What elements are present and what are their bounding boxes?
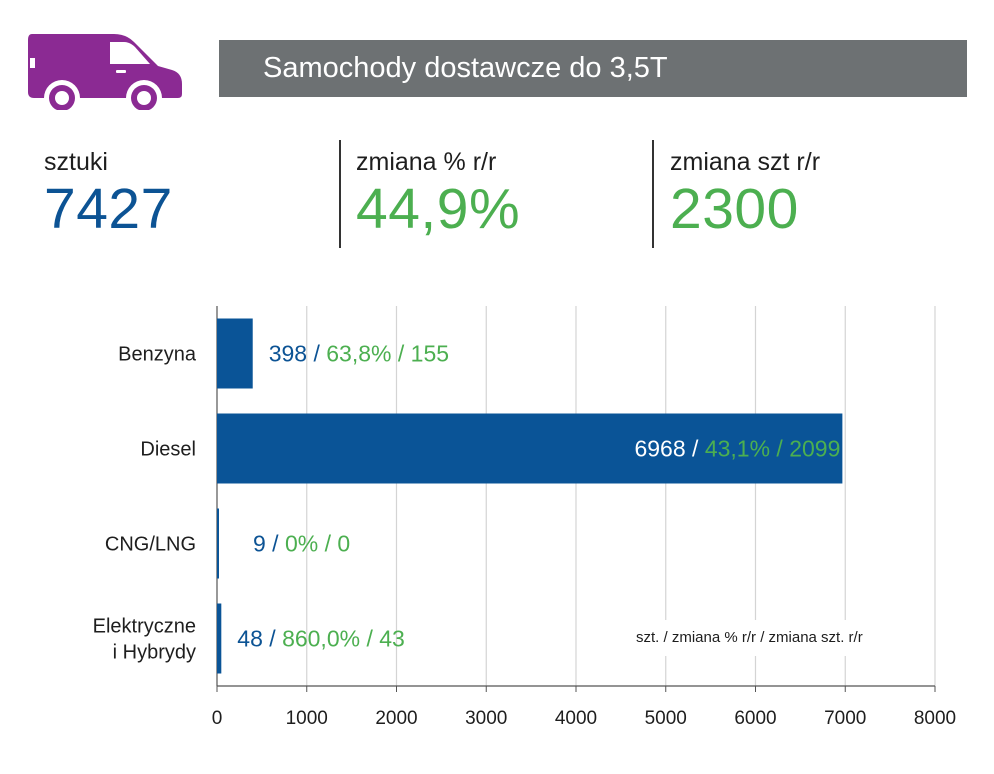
stat-unit-change-label: zmiana szt r/r <box>670 148 821 176</box>
category-label: CNG/LNG <box>105 534 196 556</box>
page-title: Samochody dostawcze do 3,5T <box>219 40 967 97</box>
stat-pct-change-value: 44,9% <box>356 177 521 241</box>
van-icon <box>28 34 182 110</box>
x-tick-label: 5000 <box>645 708 687 729</box>
stat-divider <box>652 140 654 248</box>
x-tick-label: 3000 <box>465 708 507 729</box>
bar <box>217 508 219 579</box>
stat-unit-change-value: 2300 <box>670 177 799 241</box>
data-label: 48 / 860,0% / 43 <box>237 626 405 652</box>
stat-pct-change: zmiana % r/r 44,9% <box>356 140 520 248</box>
x-tick-label: 7000 <box>824 708 866 729</box>
stat-divider <box>339 140 341 248</box>
x-tick-label: 0 <box>212 708 223 729</box>
x-tick-label: 2000 <box>375 708 417 729</box>
stat-units: sztuki 7427 <box>44 140 173 248</box>
stat-units-value: 7427 <box>44 177 173 241</box>
category-label: Diesel <box>140 439 196 461</box>
category-label: Elektryczne i Hybrydy <box>93 616 196 664</box>
data-label: 6968 / 43,1% / 2099 <box>634 436 840 462</box>
data-label: 398 / 63,8% / 155 <box>269 341 449 367</box>
category-label: Benzyna <box>118 344 197 366</box>
legend-note: szt. / zmiana % r/r / zmiana szt. r/r <box>636 629 863 646</box>
legend-note-box <box>626 620 924 656</box>
x-tick-label: 6000 <box>734 708 776 729</box>
data-label: 9 / 0% / 0 <box>253 531 350 557</box>
bar <box>217 603 222 674</box>
stat-pct-change-label: zmiana % r/r <box>356 148 497 176</box>
x-tick-label: 8000 <box>914 708 956 729</box>
x-tick-label: 4000 <box>555 708 597 729</box>
bar <box>217 413 843 484</box>
x-tick-label: 1000 <box>286 708 328 729</box>
stat-unit-change: zmiana szt r/r 2300 <box>670 140 820 248</box>
stat-units-label: sztuki <box>44 148 108 176</box>
bar <box>217 318 253 389</box>
